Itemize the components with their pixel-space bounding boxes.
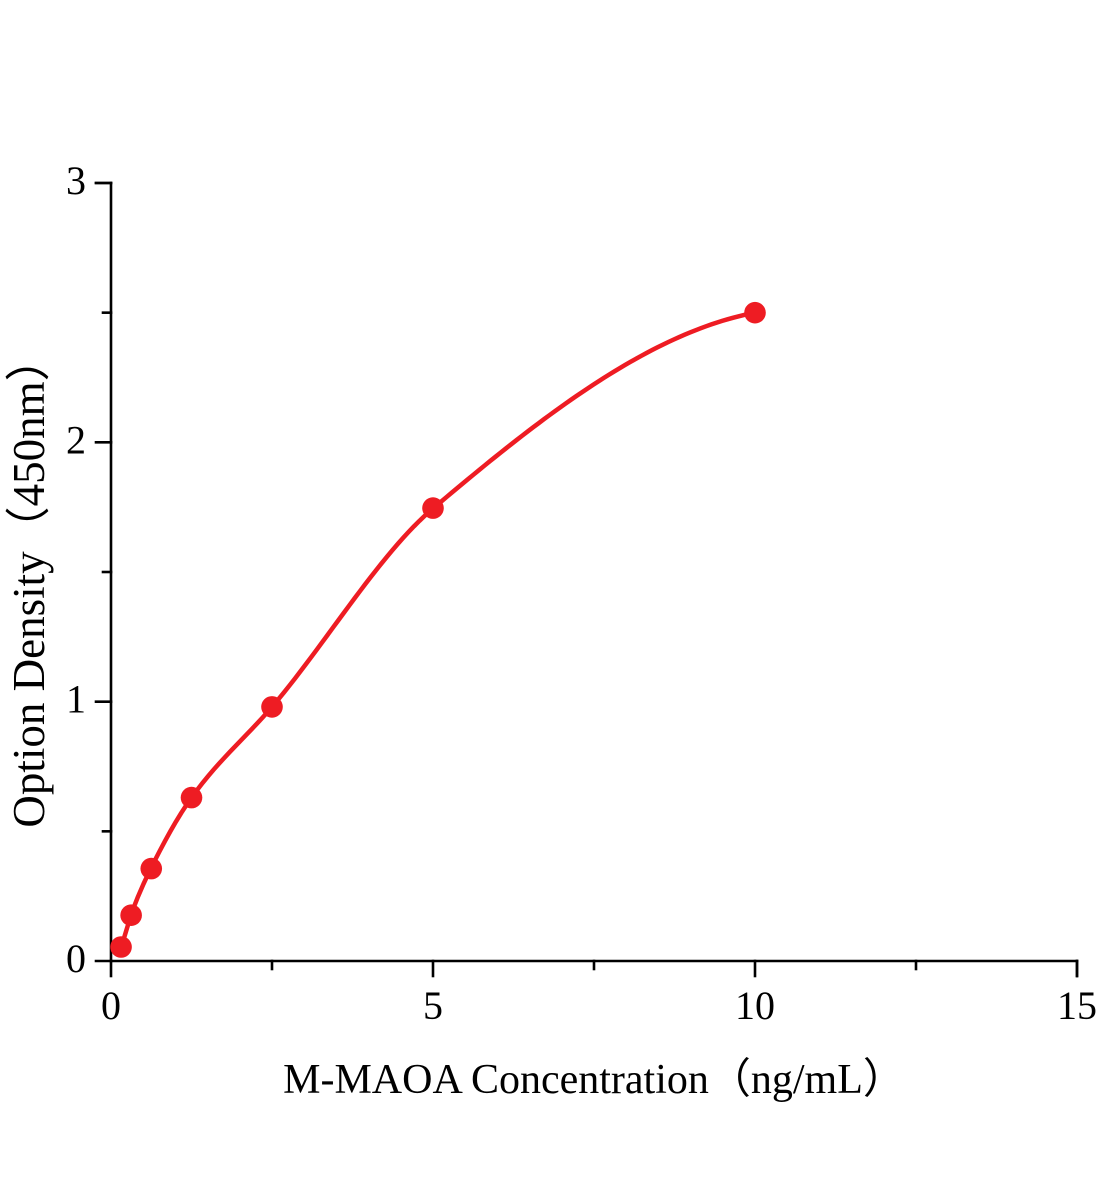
svg-text:10: 10: [735, 983, 775, 1028]
svg-text:5: 5: [423, 983, 443, 1028]
svg-text:3: 3: [66, 158, 86, 203]
svg-text:0: 0: [101, 983, 121, 1028]
svg-text:1: 1: [66, 677, 86, 722]
svg-text:2: 2: [66, 417, 86, 462]
svg-text:M-MAOA Concentration（ng/mL）: M-MAOA Concentration（ng/mL）: [283, 1057, 905, 1103]
svg-text:Option Density（450nm）: Option Density（450nm）: [4, 336, 54, 827]
svg-text:0: 0: [66, 936, 86, 981]
svg-text:15: 15: [1057, 983, 1097, 1028]
